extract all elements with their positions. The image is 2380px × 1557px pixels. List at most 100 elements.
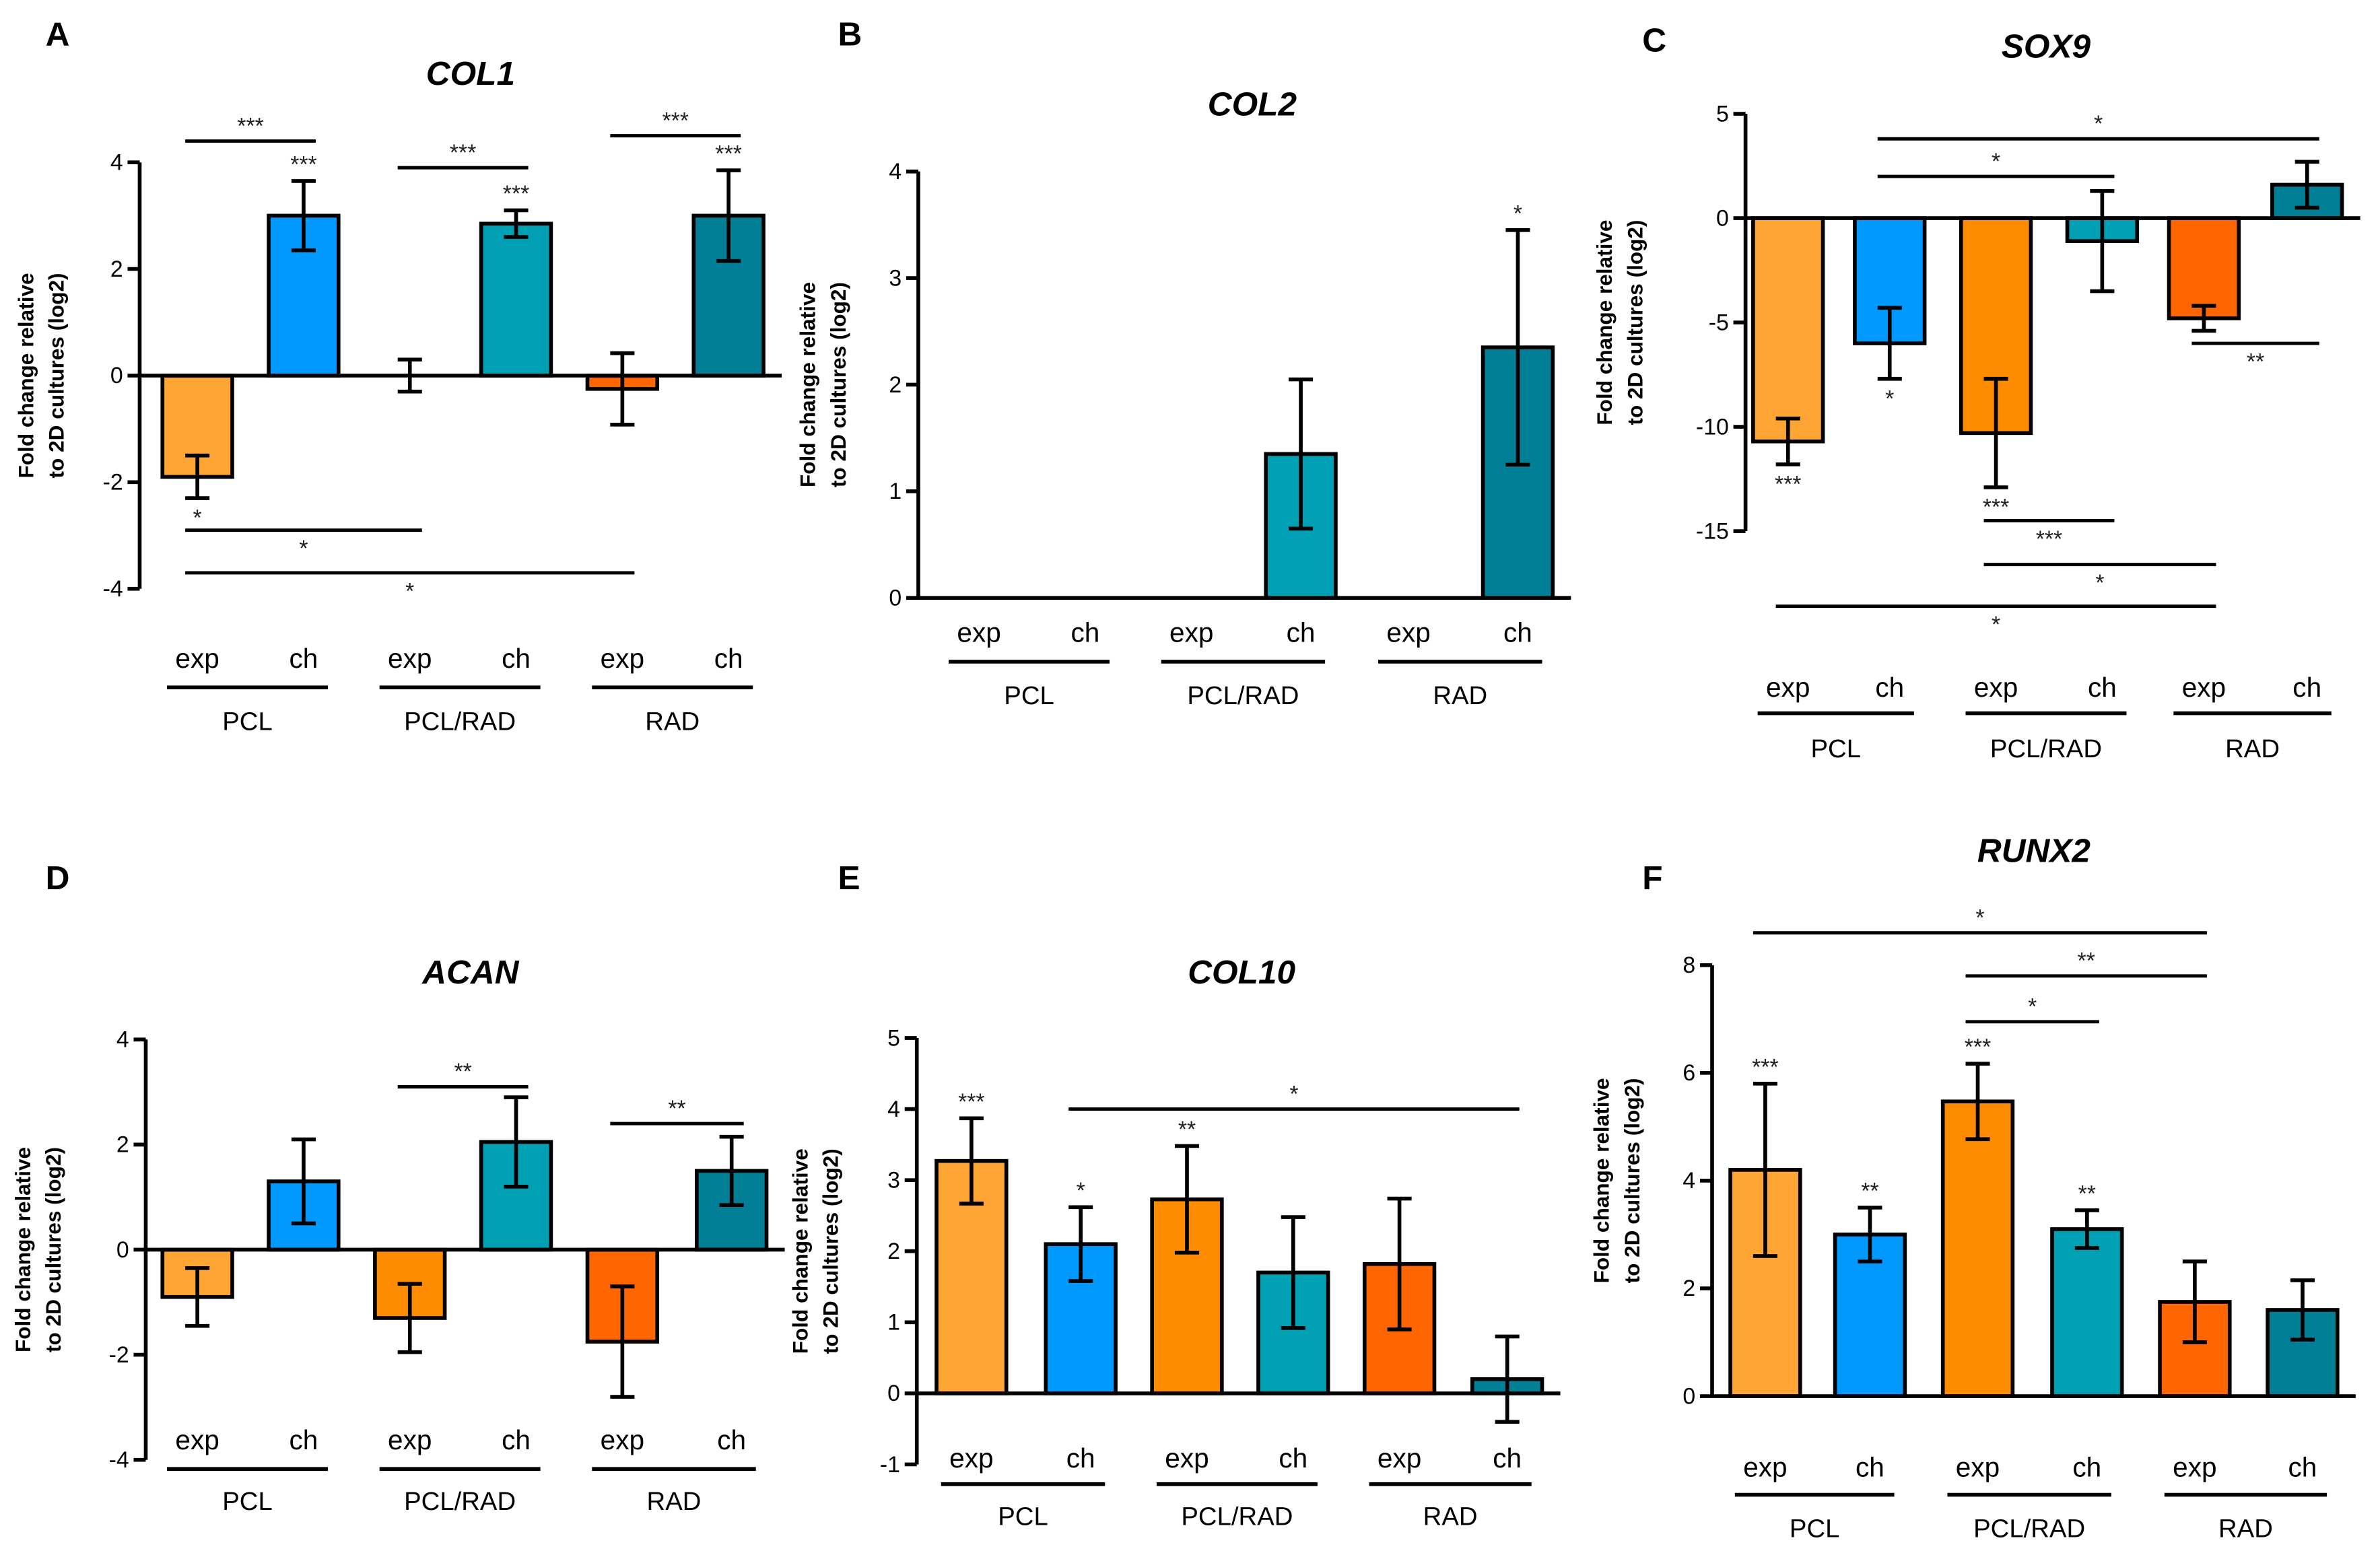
x-category-label: exp	[1378, 1443, 1421, 1474]
y-axis-label-line2: to 2D cultures (log2)	[44, 273, 69, 478]
group-label: PCL	[222, 1487, 273, 1516]
x-category-label: ch	[290, 643, 318, 674]
y-axis-label-line1: Fold change relative	[11, 1147, 35, 1352]
significance-stars: ***	[1965, 1035, 1991, 1060]
x-category-label: exp	[601, 1424, 644, 1455]
y-axis-label-line2: to 2D cultures (log2)	[818, 1148, 842, 1354]
significance-stars: *	[1514, 201, 1522, 226]
group-label: PCL/RAD	[1187, 681, 1299, 710]
y-tick-label: 3	[889, 265, 902, 291]
y-tick-label: 8	[1682, 953, 1695, 978]
y-tick-label: 4	[1682, 1168, 1695, 1193]
panel-letter: B	[838, 15, 862, 53]
y-tick-label: 6	[1682, 1060, 1695, 1086]
y-tick-label: 4	[116, 1027, 129, 1053]
significance-stars: **	[1178, 1117, 1196, 1142]
group-label: PCL	[1004, 681, 1054, 710]
group-label: PCL/RAD	[1973, 1515, 2085, 1544]
x-category-label: exp	[175, 643, 219, 674]
x-category-label: exp	[1743, 1452, 1787, 1483]
group-label: PCL/RAD	[404, 1487, 516, 1516]
significance-stars: ***	[503, 181, 529, 207]
y-tick-label: 5	[887, 1025, 900, 1051]
bracket-stars: **	[454, 1059, 471, 1084]
group-label: RAD	[645, 707, 700, 736]
y-tick-label: 2	[110, 256, 123, 282]
bracket-stars: *	[2028, 994, 2037, 1020]
group-label: PCL/RAD	[404, 707, 516, 736]
y-tick-label: 5	[1716, 101, 1729, 127]
bar-C-0	[1751, 216, 1825, 444]
bracket-stars: *	[1992, 612, 2000, 637]
group-label: PCL/RAD	[1990, 734, 2102, 763]
x-category-label: exp	[1165, 1443, 1209, 1474]
significance-stars: **	[1861, 1178, 1878, 1204]
panel-letter: E	[838, 859, 860, 897]
x-category-label: ch	[1071, 617, 1100, 648]
panel-letter: F	[1642, 859, 1662, 897]
y-axis-label-line2: to 2D cultures (log2)	[1623, 220, 1647, 425]
chart-title: COL2	[1208, 85, 1297, 123]
x-category-label: ch	[1287, 617, 1316, 648]
significance-stars: *	[1077, 1178, 1085, 1204]
bar-C-4	[2167, 216, 2241, 320]
group-label: PCL/RAD	[1181, 1502, 1293, 1531]
significance-stars: *	[1885, 386, 1894, 411]
significance-stars: *	[193, 506, 202, 531]
group-label: RAD	[647, 1487, 702, 1516]
significance-stars: **	[2078, 1181, 2096, 1206]
significance-stars: ***	[958, 1089, 984, 1115]
significance-stars: ***	[1752, 1054, 1778, 1080]
chart-title: ACAN	[421, 953, 519, 991]
y-tick-label: 0	[1682, 1383, 1695, 1409]
y-tick-label: 1	[887, 1310, 900, 1336]
chart-title: COL10	[1188, 953, 1295, 991]
y-tick-label: 1	[889, 479, 902, 504]
y-tick-label: -1	[880, 1452, 900, 1478]
bar-F-2	[1940, 1099, 2015, 1398]
y-tick-label: -2	[109, 1342, 129, 1368]
chart-title: COL1	[426, 55, 515, 92]
x-category-label: ch	[714, 643, 743, 674]
significance-stars: ***	[290, 151, 316, 177]
x-category-label: ch	[2288, 1452, 2317, 1483]
group-label: PCL	[1790, 1515, 1840, 1544]
group-label: RAD	[2218, 1515, 2273, 1544]
bar-A-3	[479, 221, 553, 378]
significance-stars: ***	[1775, 471, 1801, 497]
panel-E: E COL10 Fold change relative to 2D cultures…	[788, 859, 1561, 1531]
y-tick-label: 2	[1682, 1276, 1695, 1301]
bar-F-3	[2050, 1227, 2124, 1398]
bracket-stars: ***	[450, 140, 476, 166]
y-axis-label-line2: to 2D cultures (log2)	[41, 1147, 65, 1352]
y-axis-label-line1: Fold change relative	[788, 1148, 812, 1354]
group-label: PCL	[222, 707, 273, 736]
x-category-label: exp	[1974, 672, 2018, 703]
y-tick-label: -10	[1696, 414, 1729, 440]
y-tick-label: 0	[889, 586, 902, 611]
group-label: PCL	[1810, 734, 1861, 763]
y-tick-label: 2	[116, 1132, 129, 1158]
y-tick-label: 4	[110, 149, 123, 175]
y-axis-label-line1: Fold change relative	[1590, 1078, 1614, 1283]
x-category-label: ch	[717, 1424, 746, 1455]
y-axis-label-line2: to 2D cultures (log2)	[826, 282, 850, 487]
x-category-label: exp	[1956, 1452, 2000, 1483]
x-category-label: ch	[2072, 1452, 2101, 1483]
x-category-label: ch	[502, 1424, 531, 1455]
x-category-label: exp	[2182, 672, 2226, 703]
y-tick-label: -15	[1696, 518, 1729, 544]
chart-title: RUNX2	[1977, 831, 2090, 869]
bracket-stars: ***	[2036, 526, 2062, 552]
group-label: RAD	[1433, 681, 1487, 710]
x-category-label: exp	[949, 1443, 993, 1474]
group-label: RAD	[1423, 1502, 1478, 1531]
x-category-label: ch	[502, 643, 531, 674]
significance-stars: ***	[1983, 495, 2009, 520]
bracket-stars: **	[2078, 948, 2095, 974]
y-tick-label: -4	[103, 576, 123, 602]
x-category-label: ch	[2088, 672, 2117, 703]
x-category-label: ch	[1503, 617, 1532, 648]
bracket-stars: *	[1992, 149, 2000, 174]
